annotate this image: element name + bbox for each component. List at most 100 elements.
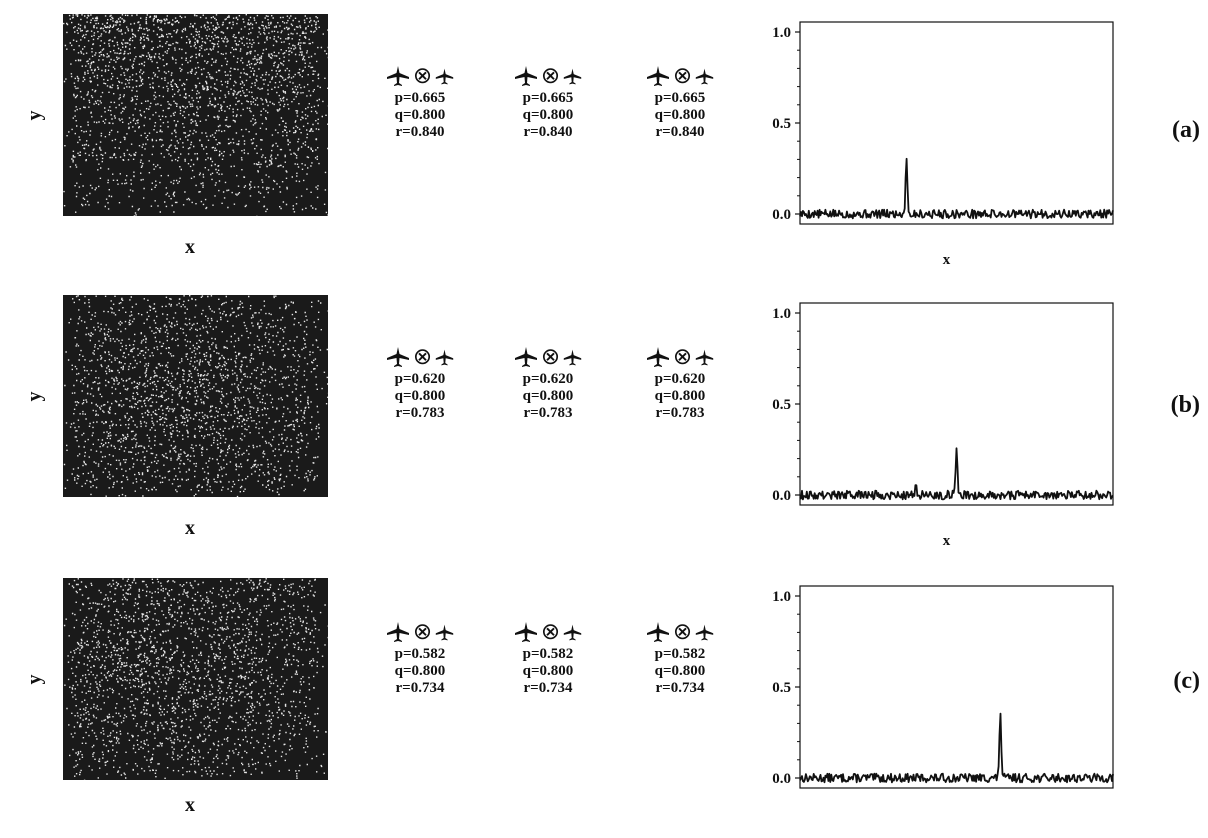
q-value: q=0.800 [394,107,446,123]
y-axis-label: y [23,391,46,402]
data-line [799,712,1114,784]
icon-row: ⊗ [498,618,598,646]
p-value: p=0.582 [394,646,446,662]
tensor-product-icon: ⊗ [412,618,433,645]
r-value: r=0.840 [395,124,445,140]
y-tick-label: 1.0 [772,25,791,41]
params-group: ⊗ p=0.620 q=0.800 r=0.783 [630,343,730,422]
params-group: ⊗ p=0.665 q=0.800 r=0.840 [370,62,470,141]
icon-row: ⊗ [498,343,598,371]
airplane-icon [646,345,670,369]
airplane-icon [695,348,714,367]
panel-label: (c) [1173,668,1200,694]
q-value: q=0.800 [654,388,706,404]
q-value: q=0.800 [522,107,574,123]
plot-frame [799,21,1114,225]
airplane-icon [646,64,670,88]
x-axis-label: x [943,252,951,268]
airplane-icon [514,345,538,369]
y-axis-label: y [23,110,46,121]
params-group: ⊗ p=0.665 q=0.800 r=0.840 [498,62,598,141]
r-value: r=0.840 [523,124,573,140]
x-axis-label: x [943,533,951,549]
airplane-icon [386,64,410,88]
y-tick-label: 0.0 [772,207,791,223]
airplane-icon [514,64,538,88]
params-group: ⊗ p=0.665 q=0.800 r=0.840 [630,62,730,141]
speckle-dots [63,578,328,780]
q-value: q=0.800 [522,663,574,679]
airplane-icon [646,620,670,644]
airplane-icon [563,67,582,86]
params-group: ⊗ p=0.582 q=0.800 r=0.734 [370,618,470,697]
x-axis-label: x [943,816,951,818]
panel-label: (a) [1172,117,1200,143]
icon-row: ⊗ [630,618,730,646]
panel-label: (b) [1170,392,1200,418]
p-value: p=0.620 [654,371,706,387]
airplane-icon [386,620,410,644]
airplane-icon [435,348,454,367]
airplane-icon [514,620,538,644]
icon-row: ⊗ [370,62,470,90]
r-value: r=0.783 [523,405,573,421]
q-value: q=0.800 [654,663,706,679]
tensor-product-icon: ⊗ [412,343,433,370]
icon-row: ⊗ [630,62,730,90]
r-value: r=0.840 [655,124,705,140]
correlation-plot: 0.0 0.5 1.0 x [772,302,1114,549]
y-tick-label: 0.5 [772,680,791,696]
r-value: r=0.734 [655,680,705,696]
tensor-product-icon: ⊗ [540,618,561,645]
plot-frame [799,585,1114,789]
correlation-plot: 0.0 0.5 1.0 x [772,21,1114,268]
tensor-product-icon: ⊗ [412,62,433,89]
data-line [799,157,1114,220]
tensor-product-icon: ⊗ [672,62,693,89]
airplane-icon [435,623,454,642]
icon-row: ⊗ [370,618,470,646]
p-value: p=0.582 [654,646,706,662]
q-value: q=0.800 [654,107,706,123]
icon-row: ⊗ [370,343,470,371]
airplane-icon [563,348,582,367]
r-value: r=0.783 [395,405,445,421]
q-value: q=0.800 [394,388,446,404]
speckle-image [63,578,328,780]
params-group: ⊗ p=0.620 q=0.800 r=0.783 [370,343,470,422]
x-axis-label: x [185,517,195,539]
tensor-product-icon: ⊗ [540,343,561,370]
tensor-product-icon: ⊗ [672,618,693,645]
tensor-product-icon: ⊗ [672,343,693,370]
y-tick-label: 0.5 [772,397,791,413]
p-value: p=0.665 [522,90,574,106]
airplane-icon [386,345,410,369]
airplane-icon [435,67,454,86]
row-a: y x ⊗ p=0.665 q=0.800 r=0.840 ⊗ p=0.665 … [0,14,1208,274]
y-tick-label: 0.5 [772,116,791,132]
q-value: q=0.800 [394,663,446,679]
p-value: p=0.582 [522,646,574,662]
plot-frame [799,302,1114,506]
p-value: p=0.665 [394,90,446,106]
speckle-dots [63,295,328,497]
speckle-image [63,14,328,216]
params-group: ⊗ p=0.582 q=0.800 r=0.734 [630,618,730,697]
x-axis-label: x [185,236,195,258]
y-tick-label: 0.0 [772,771,791,787]
icon-row: ⊗ [630,343,730,371]
speckle-dots [63,14,328,216]
y-tick-label: 1.0 [772,306,791,322]
speckle-image [63,295,328,497]
row-b: y x ⊗ p=0.620 q=0.800 r=0.783 ⊗ p=0.620 … [0,295,1208,555]
r-value: r=0.783 [655,405,705,421]
p-value: p=0.665 [654,90,706,106]
row-c: y x ⊗ p=0.582 q=0.800 r=0.734 ⊗ p=0.582 … [0,578,1208,838]
airplane-icon [695,67,714,86]
airplane-icon [695,623,714,642]
p-value: p=0.620 [522,371,574,387]
x-axis-label: x [185,794,195,816]
y-axis-label: y [23,674,46,685]
r-value: r=0.734 [395,680,445,696]
icon-row: ⊗ [498,62,598,90]
